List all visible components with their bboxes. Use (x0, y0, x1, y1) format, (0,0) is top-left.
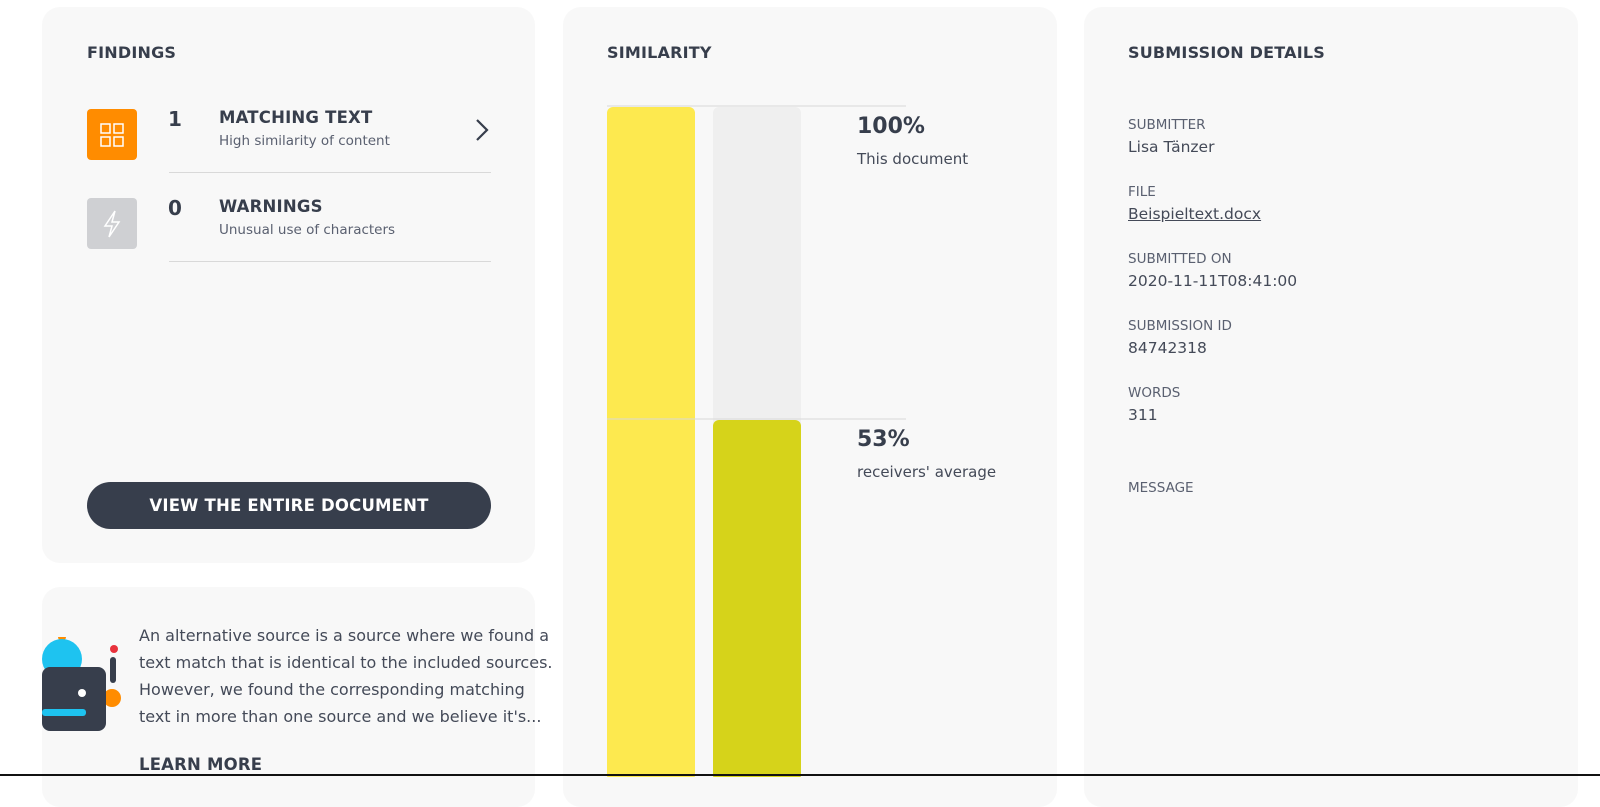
finding-title[interactable]: MATCHING TEXT (219, 108, 373, 127)
icon-grid (100, 123, 124, 147)
field-value: 84742318 (1128, 339, 1207, 357)
similarity-value: 53% (857, 427, 910, 452)
field-value[interactable]: Beispieltext.docx (1128, 205, 1262, 223)
field-label: MESSAGE (1128, 480, 1194, 496)
finding-description: High similarity of content (219, 133, 390, 149)
submission-title: SUBMISSION DETAILS (1128, 43, 1325, 62)
robot-illustration (42, 637, 121, 731)
info-line: text in more than one source and we beli… (139, 707, 542, 726)
finding-description: Unusual use of characters (219, 222, 396, 238)
divider (169, 261, 491, 262)
field-value: Lisa Tänzer (1128, 138, 1215, 156)
divider (169, 172, 491, 173)
page: FINDINGS 1 MATCHING TEXT High similarity… (0, 7, 1600, 777)
submission-card: SUBMISSION DETAILS SUBMITTER Lisa Tänzer F… (1084, 7, 1578, 807)
chevron[interactable] (472, 117, 492, 143)
similarity-card: SIMILARITY 100% This document 53% receivers… (563, 7, 1057, 807)
similarity-caption: receivers' average (857, 463, 996, 481)
field-label: FILE (1128, 184, 1156, 200)
info-card: An alternative source is a source where … (42, 587, 553, 807)
finding-count: 0 (168, 196, 183, 220)
similarity-chart: 100% This document 53% receivers' average (607, 105, 996, 777)
view-document-button[interactable]: VIEW THE ENTIRE DOCUMENT (87, 482, 491, 529)
finding-count: 1 (168, 107, 183, 131)
similarity-bar (713, 420, 801, 777)
field-value: 2020-11-11T08:41:00 (1128, 272, 1298, 290)
similarity-value: 100% (857, 114, 925, 139)
info-line: text match that is identical to the incl… (139, 653, 553, 672)
similarity-bar (607, 107, 695, 777)
matching-icon (87, 109, 137, 160)
learn-more-link[interactable]: LEARN MORE (139, 755, 263, 774)
similarity-title: SIMILARITY (607, 43, 712, 62)
info-line: However, we found the corresponding matc… (139, 680, 525, 699)
icon-bolt (103, 210, 121, 238)
info-line: An alternative source is a source where … (139, 626, 550, 645)
field-label: SUBMISSION ID (1128, 318, 1232, 334)
field-label: WORDS (1128, 385, 1181, 401)
finding-title: WARNINGS (219, 197, 323, 216)
findings-card: FINDINGS 1 MATCHING TEXT High similarity… (42, 7, 535, 563)
similarity-caption: This document (856, 150, 968, 168)
field-label: SUBMITTED ON (1128, 251, 1232, 267)
field-label: SUBMITTER (1128, 117, 1206, 133)
info-text: An alternative source is a source where … (139, 622, 553, 730)
field-value: 311 (1128, 406, 1158, 424)
bottom-border (0, 774, 1600, 776)
warning-icon (87, 198, 137, 249)
findings-title: FINDINGS (87, 43, 177, 62)
